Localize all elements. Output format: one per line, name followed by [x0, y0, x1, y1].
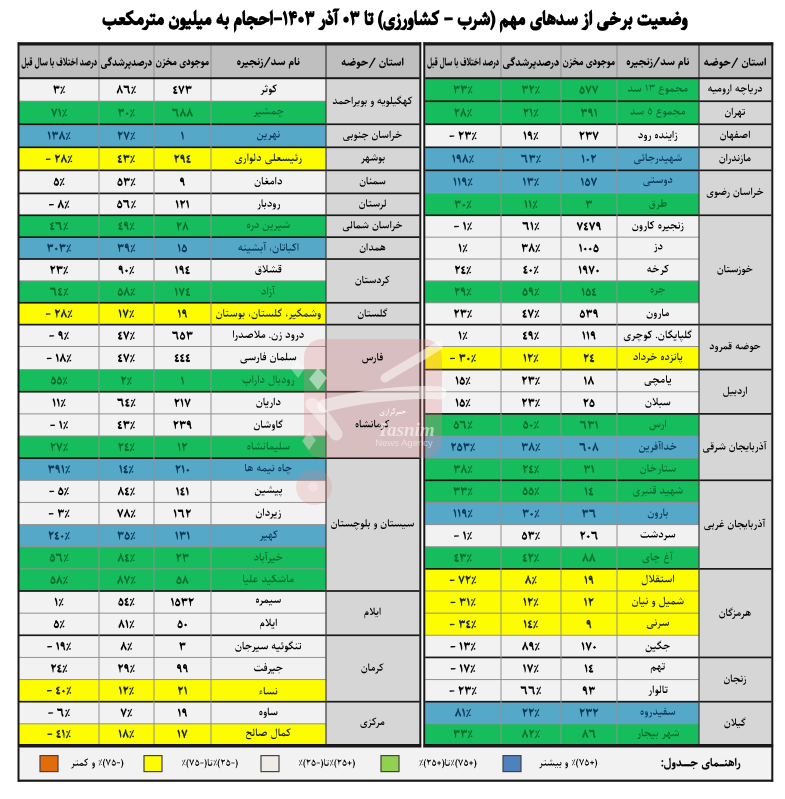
svg-text:Tasnim: Tasnim	[377, 420, 434, 441]
svg-text:News Agency: News Agency	[375, 438, 433, 449]
